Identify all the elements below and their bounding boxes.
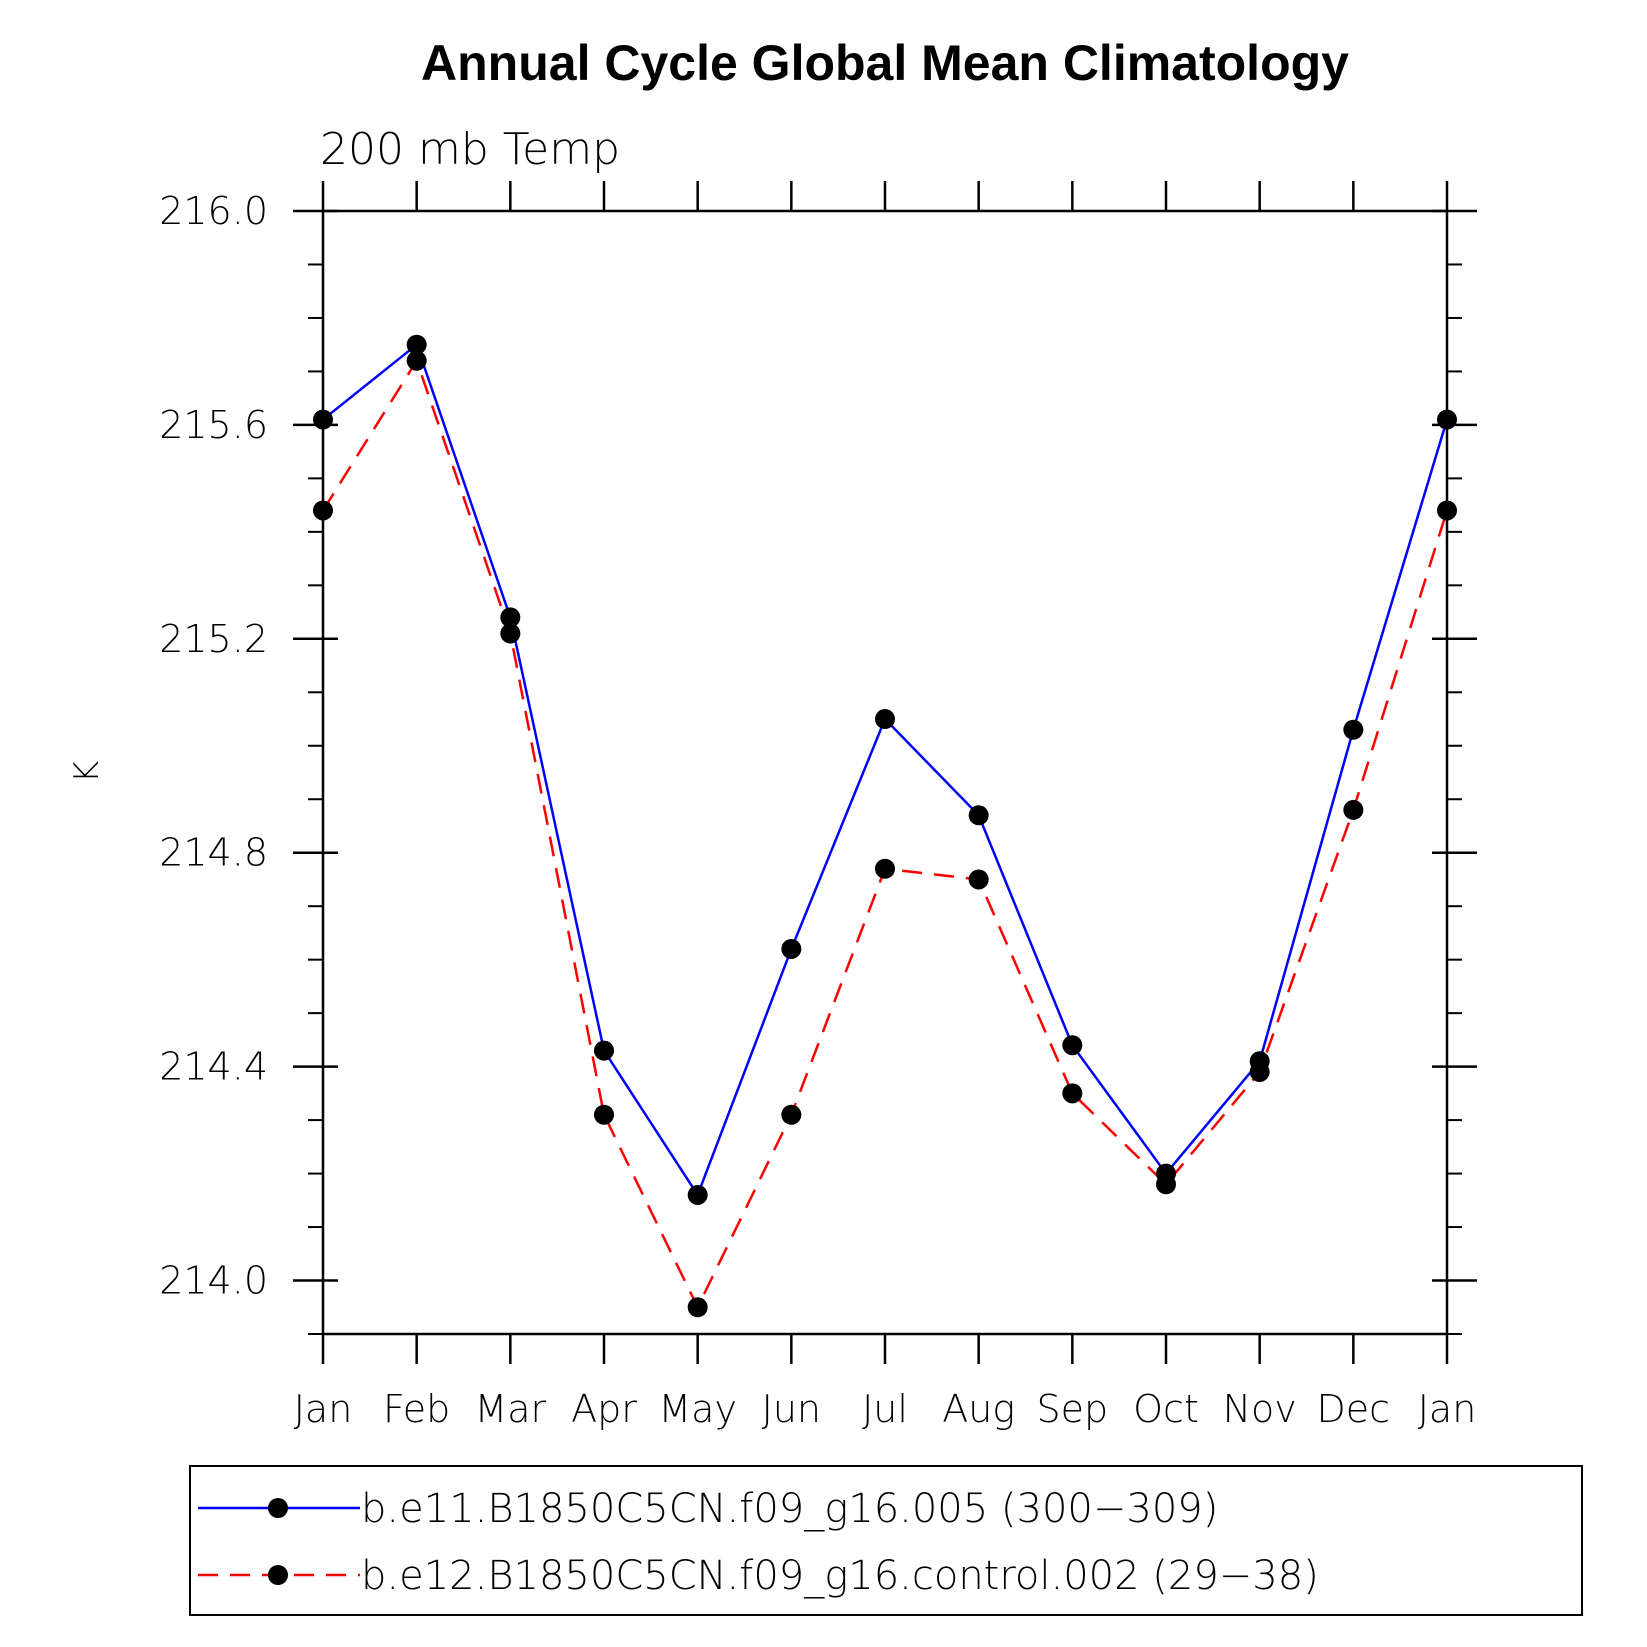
y-tick-label: 214.0 xyxy=(159,1259,268,1303)
data-point-series-1 xyxy=(500,607,521,628)
chart-subtitle: 200 mb Temp xyxy=(320,124,620,175)
x-tick-label: Oct xyxy=(1133,1387,1199,1431)
data-point-series-2 xyxy=(1249,1061,1270,1082)
legend-label-series-2: b.e12.B1850C5CN.f09_g16.control.002 (29−… xyxy=(361,1553,1319,1599)
data-point-series-1 xyxy=(594,1040,614,1061)
data-point-series-1 xyxy=(968,805,989,826)
x-tick-label: Apr xyxy=(571,1387,637,1431)
data-point-series-2 xyxy=(1156,1174,1176,1195)
x-tick-label: Jan xyxy=(294,1387,353,1431)
data-point-series-1 xyxy=(313,409,333,430)
y-tick-label: 214.8 xyxy=(159,831,268,875)
data-point-series-2 xyxy=(781,1104,802,1125)
data-point-series-2 xyxy=(687,1297,708,1318)
series-line-1 xyxy=(322,343,1449,1197)
data-point-series-2 xyxy=(1062,1083,1083,1104)
series-lines xyxy=(313,334,1457,1318)
plot-frame xyxy=(321,209,1449,1336)
data-point-series-2 xyxy=(968,869,989,890)
x-tick-label: Mar xyxy=(474,1387,546,1431)
data-point-series-1 xyxy=(1437,409,1457,430)
data-point-series-1 xyxy=(406,334,427,355)
data-point-series-2 xyxy=(1343,799,1364,820)
legend-box xyxy=(189,1465,1583,1616)
axis-ticks xyxy=(293,181,1477,1364)
x-tick-label: May xyxy=(658,1387,737,1431)
x-tick-label: Dec xyxy=(1317,1387,1391,1431)
data-point-series-1 xyxy=(781,938,802,959)
series-line-2 xyxy=(321,359,1449,1309)
x-tick-label: Aug xyxy=(942,1387,1015,1431)
y-tick-label: 214.4 xyxy=(159,1045,268,1089)
data-point-series-1 xyxy=(1062,1035,1083,1056)
y-tick-label: 215.2 xyxy=(159,617,268,661)
x-axis-tick-labels: Jan Feb Mar Apr May Jun Jul Aug Sep Oct Nov Dec Jan xyxy=(294,1387,1477,1431)
legend-marker-series-1 xyxy=(268,1498,288,1518)
data-point-series-1 xyxy=(687,1184,708,1205)
chart-title: Annual Cycle Global Mean Climatology xyxy=(421,35,1349,91)
legend-label-series-1: b.e11.B1850C5CN.f09_g16.005 (300−309) xyxy=(361,1486,1218,1532)
y-axis-tick-labels: 214.0 214.4 214.8 215.2 215.6 216.0 xyxy=(159,189,268,1303)
y-axis-label: K xyxy=(67,761,107,783)
x-tick-label: Jan xyxy=(1418,1387,1477,1431)
x-tick-label: Sep xyxy=(1037,1387,1109,1431)
y-tick-label: 216.0 xyxy=(159,189,268,233)
data-point-series-2 xyxy=(875,858,895,879)
legend-marker-series-2 xyxy=(268,1565,288,1585)
x-tick-label: Feb xyxy=(383,1387,450,1431)
data-point-series-2 xyxy=(406,350,427,371)
data-point-series-2 xyxy=(1437,500,1457,521)
x-tick-label: Jul xyxy=(862,1387,908,1431)
data-point-series-1 xyxy=(875,709,895,730)
data-point-series-2 xyxy=(313,500,333,521)
y-tick-label: 215.6 xyxy=(159,403,268,447)
data-point-series-1 xyxy=(1343,719,1364,740)
x-tick-label: Jun xyxy=(762,1387,821,1431)
data-point-series-2 xyxy=(594,1104,614,1125)
x-tick-label: Nov xyxy=(1223,1387,1297,1431)
legend: b.e11.B1850C5CN.f09_g16.005 (300−309) b.… xyxy=(189,1465,1583,1616)
data-point-series-2 xyxy=(500,623,521,644)
